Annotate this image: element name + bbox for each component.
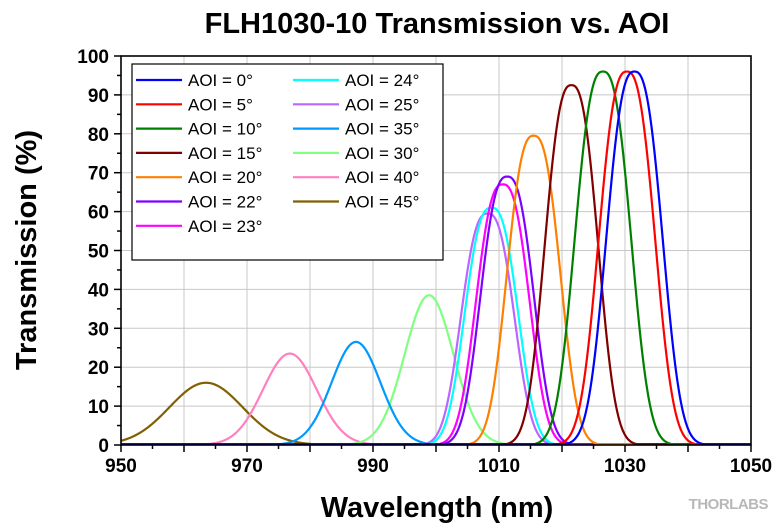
legend-entry: AOI = 45° [293,193,419,212]
y-tick-label: 90 [88,86,109,107]
legend-label: AOI = 24° [345,71,419,90]
legend-label: AOI = 22° [188,193,262,212]
legend-label: AOI = 45° [345,193,419,212]
y-tick-label: 100 [77,47,109,68]
legend-label: AOI = 35° [345,120,419,139]
y-tick-label: 80 [88,125,109,146]
legend-label: AOI = 40° [345,168,419,187]
y-tick-label: 10 [88,397,109,418]
legend-label: AOI = 10° [188,120,262,139]
legend-label: AOI = 23° [188,217,262,236]
legend-entry: AOI = 30° [293,144,419,163]
legend-label: AOI = 15° [188,144,262,163]
y-tick-label: 40 [88,280,109,301]
legend-label: AOI = 20° [188,168,262,187]
legend-label: AOI = 5° [188,95,253,114]
y-axis-label: Transmission (%) [11,130,43,370]
y-tick-label: 0 [98,436,109,457]
legend-label: AOI = 0° [188,71,253,90]
chart-title: FLH1030-10 Transmission vs. AOI [205,8,670,40]
thorlabs-watermark: THORLABS [688,496,769,513]
legend: AOI = 0° AOI = 5° AOI = 10° AOI = 15° AOI = … [131,63,444,261]
x-axis-label: Wavelength (nm) [321,492,554,524]
y-tick-label: 70 [88,164,109,185]
legend-entry: AOI = 20° [136,168,262,187]
x-tick-label: 950 [105,456,137,477]
legend-entry: AOI = 5° [136,95,253,114]
legend-entry: AOI = 23° [136,217,262,236]
y-tick-label: 30 [88,319,109,340]
legend-entry: AOI = 35° [293,120,419,139]
legend-entry: AOI = 0° [136,71,253,90]
legend-box [131,63,444,261]
x-tick-label: 1050 [730,456,772,477]
x-tick-label: 1010 [478,456,520,477]
y-axis: 0 10 20 30 40 50 60 70 80 90 100 [77,47,121,457]
legend-label: AOI = 30° [345,144,419,163]
x-axis: 950 970 990 1010 1030 1050 [105,445,772,477]
legend-label: AOI = 25° [345,95,419,114]
x-tick-label: 1030 [604,456,646,477]
legend-entry: AOI = 24° [293,71,419,90]
x-tick-label: 970 [231,456,263,477]
legend-entry: AOI = 15° [136,144,262,163]
y-tick-label: 50 [88,242,109,263]
legend-entry: AOI = 25° [293,95,419,114]
legend-entry: AOI = 22° [136,193,262,212]
legend-entry: AOI = 40° [293,168,419,187]
y-tick-label: 60 [88,203,109,224]
y-tick-label: 20 [88,358,109,379]
legend-entry: AOI = 10° [136,120,262,139]
x-tick-label: 990 [357,456,389,477]
